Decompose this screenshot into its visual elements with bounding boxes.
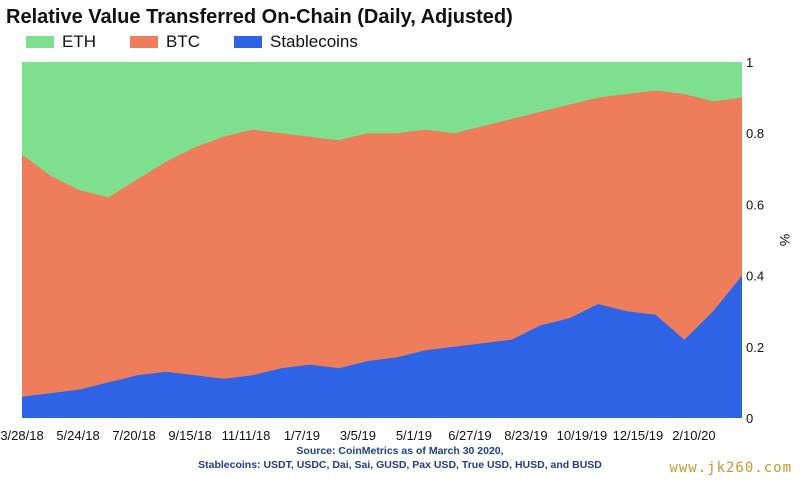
chart-title: Relative Value Transferred On-Chain (Dai… bbox=[6, 6, 513, 28]
x-tick-label: 3/5/19 bbox=[340, 428, 376, 443]
legend-item-stablecoins: Stablecoins bbox=[234, 32, 358, 52]
source-note: Source: CoinMetrics as of March 30 2020,… bbox=[0, 444, 800, 472]
x-tick-label: 8/23/19 bbox=[504, 428, 547, 443]
y-tick-label: 0.8 bbox=[746, 126, 764, 141]
x-tick-label: 2/10/20 bbox=[672, 428, 715, 443]
chart-legend: ETH BTC Stablecoins bbox=[26, 32, 358, 52]
y-axis-label: % bbox=[777, 234, 793, 246]
chart-areas bbox=[22, 62, 742, 418]
legend-swatch-btc bbox=[130, 36, 158, 48]
y-tick-label: 0.4 bbox=[746, 269, 764, 284]
x-tick-label: 1/7/19 bbox=[284, 428, 320, 443]
x-tick-label: 7/20/18 bbox=[112, 428, 155, 443]
y-tick-label: 0 bbox=[746, 411, 753, 426]
x-tick-label: 6/27/19 bbox=[448, 428, 491, 443]
x-tick-label: 5/24/18 bbox=[56, 428, 99, 443]
legend-item-btc: BTC bbox=[130, 32, 200, 52]
x-tick-label: 10/19/19 bbox=[557, 428, 608, 443]
x-axis-ticks: 3/28/18 5/24/18 7/20/18 9/15/18 11/11/18 1/7/… bbox=[0, 428, 715, 443]
source-line-2: Stablecoins: USDT, USDC, Dai, Sai, GUSD,… bbox=[198, 459, 602, 471]
legend-label-btc: BTC bbox=[166, 32, 200, 51]
legend-label-stablecoins: Stablecoins bbox=[270, 32, 358, 51]
x-tick-label: 3/28/18 bbox=[0, 428, 43, 443]
x-tick-label: 5/1/19 bbox=[396, 428, 432, 443]
legend-swatch-stablecoins bbox=[234, 36, 262, 48]
y-tick-label: 1 bbox=[746, 55, 753, 70]
source-line-1: Source: CoinMetrics as of March 30 2020, bbox=[296, 445, 504, 457]
y-tick-label: 0.2 bbox=[746, 340, 764, 355]
y-tick-label: 0.6 bbox=[746, 197, 764, 212]
legend-swatch-eth bbox=[26, 36, 54, 48]
legend-label-eth: ETH bbox=[62, 32, 96, 51]
x-tick-label: 12/15/19 bbox=[613, 428, 664, 443]
y-axis-ticks: 0 0.2 0.4 0.6 0.8 1 bbox=[746, 55, 764, 426]
watermark: www.jk260.com bbox=[669, 460, 792, 476]
area-stablecoins bbox=[22, 275, 742, 418]
x-tick-label: 11/11/18 bbox=[222, 428, 271, 443]
x-tick-label: 9/15/18 bbox=[168, 428, 211, 443]
legend-item-eth: ETH bbox=[26, 32, 96, 52]
